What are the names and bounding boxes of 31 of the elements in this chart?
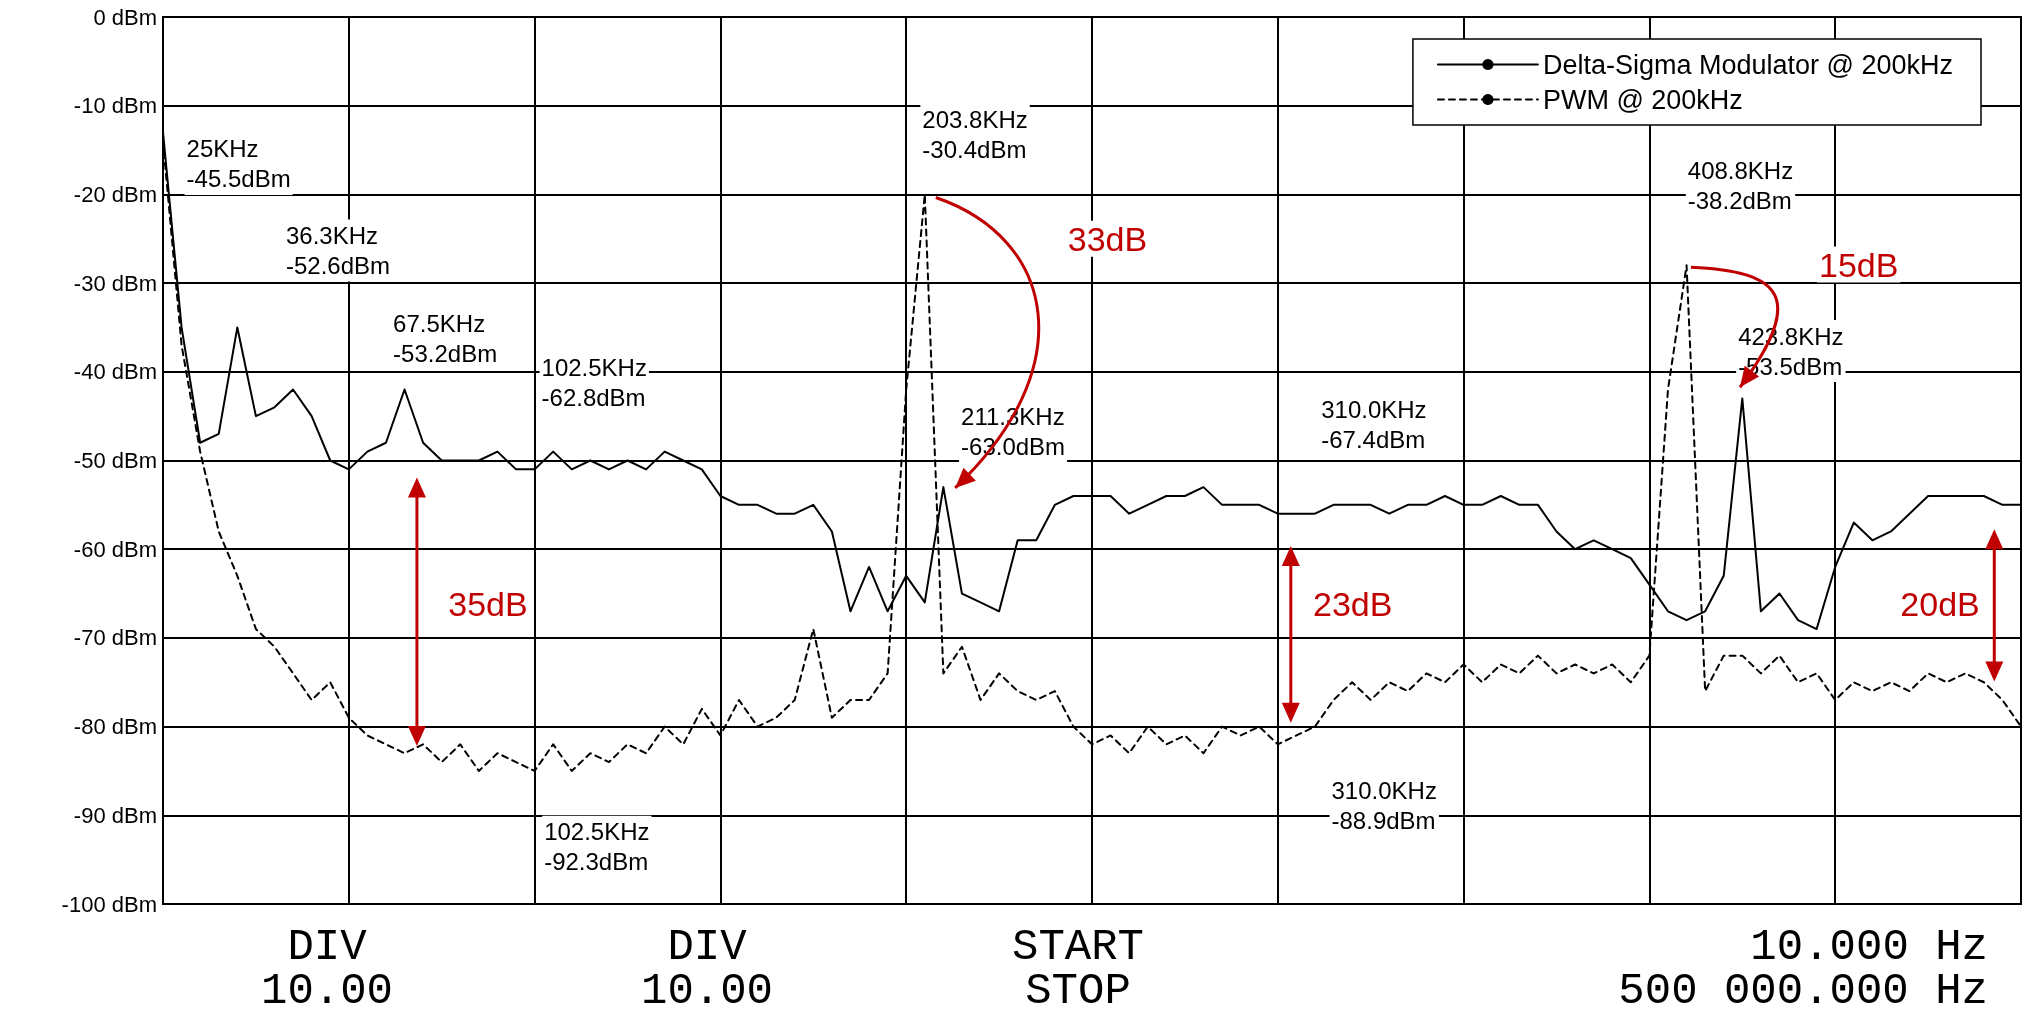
y-tick-label: -90 dBm bbox=[73, 802, 157, 828]
annotation: 310.0KHz -88.9dBm bbox=[1331, 776, 1437, 834]
legend-label: Delta-Sigma Modulator @ 200kHz bbox=[1542, 49, 1953, 80]
annotation: 25KHz -45.5dBm bbox=[186, 135, 291, 193]
annotation: 203.8KHz -30.4dBm bbox=[922, 105, 1028, 163]
text: DIV 10.00 bbox=[260, 922, 394, 1016]
y-tick-label: -40 dBm bbox=[73, 359, 157, 385]
text: DIV 10.00 bbox=[640, 922, 774, 1016]
annotation: 67.5KHz -53.2dBm bbox=[393, 309, 498, 367]
annotation: 33dB bbox=[1067, 219, 1148, 258]
annotation: 35dB bbox=[448, 585, 528, 624]
annotation: 23dB bbox=[1313, 585, 1393, 624]
y-tick-label: -100 dBm bbox=[61, 891, 157, 917]
annotation: 20dB bbox=[1900, 585, 1980, 624]
legend-label: PWM @ 200kHz bbox=[1542, 84, 1743, 115]
y-tick-label: -80 dBm bbox=[73, 714, 157, 740]
annotation: 15dB bbox=[1819, 245, 1899, 284]
y-tick-label: -10 dBm bbox=[73, 93, 157, 119]
text: 10.000 Hz 500 000.000 Hz bbox=[1618, 922, 1988, 1016]
y-tick-label: -50 dBm bbox=[73, 448, 157, 473]
y-tick-label: -60 dBm bbox=[73, 536, 157, 562]
y-tick-label: -20 dBm bbox=[73, 181, 157, 207]
y-tick-label: -30 dBm bbox=[73, 270, 157, 296]
annotation: 102.5KHz -62.8dBm bbox=[541, 353, 647, 411]
y-tick-label: -70 dBm bbox=[73, 625, 157, 651]
y-tick-label: 0 dBm bbox=[93, 4, 157, 30]
annotation: 102.5KHz -92.3dBm bbox=[544, 818, 650, 876]
annotation: 408.8KHz -38.2dBm bbox=[1687, 157, 1794, 215]
annotation: 310.0KHz -67.4dBm bbox=[1321, 396, 1427, 454]
annotation: 36.3KHz -52.6dBm bbox=[285, 221, 391, 279]
text: START STOP bbox=[1011, 922, 1145, 1016]
